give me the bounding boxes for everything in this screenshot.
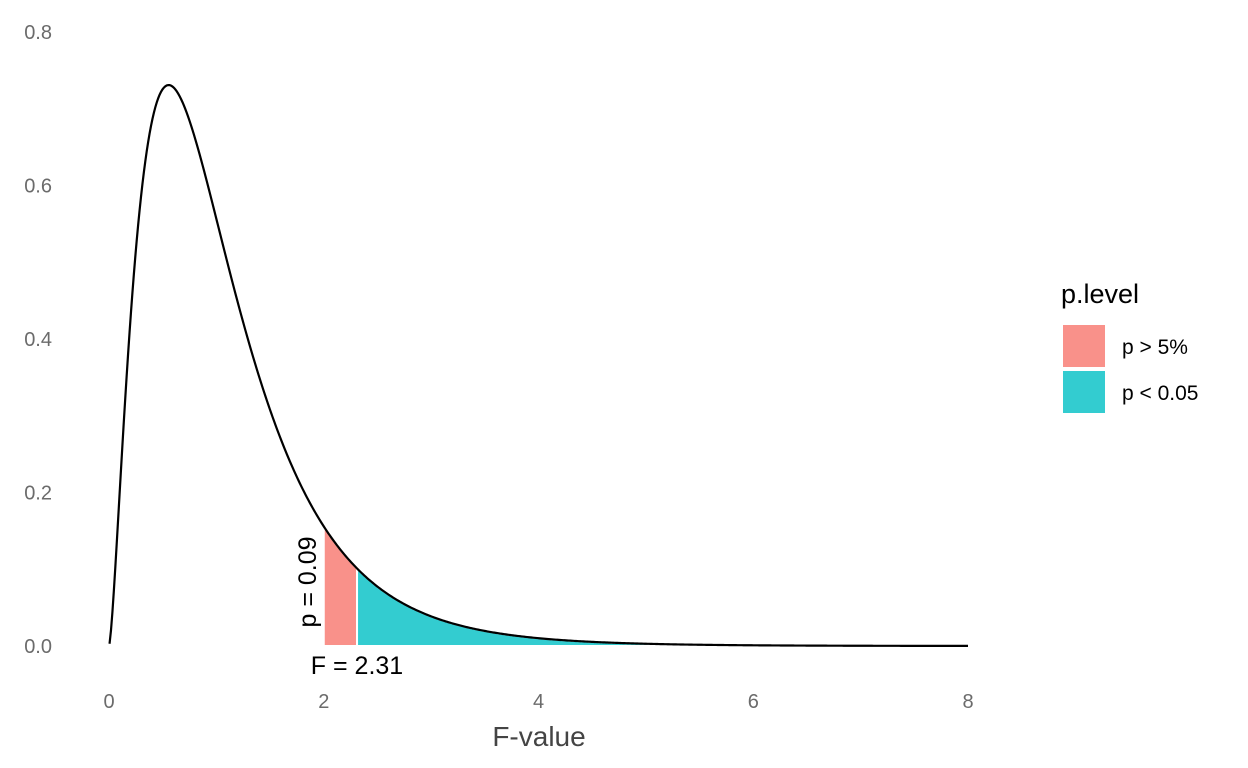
y-tick-label: 0.2 bbox=[24, 483, 52, 505]
x-axis-ticks: 0 2 4 6 8 bbox=[103, 691, 973, 713]
legend-label: p < 0.05 bbox=[1122, 382, 1198, 405]
shaded-areas bbox=[322, 523, 969, 647]
annotations: F = 2.31 p = 0.09 bbox=[294, 536, 403, 680]
y-tick-label: 0.6 bbox=[24, 176, 52, 198]
density-curve bbox=[108, 83, 968, 648]
f-value-annotation: F = 2.31 bbox=[311, 652, 403, 680]
area-p-above-5pct bbox=[322, 523, 359, 647]
p-value-annotation: p = 0.09 bbox=[294, 536, 322, 627]
density-curve-group bbox=[108, 83, 968, 648]
x-tick-label: 6 bbox=[748, 691, 759, 713]
x-tick-label: 4 bbox=[533, 691, 544, 713]
legend-swatch bbox=[1063, 325, 1105, 367]
y-axis-ticks: 0.0 0.2 0.4 0.6 0.8 bbox=[24, 22, 52, 658]
area-p-below-0-05 bbox=[356, 566, 969, 647]
x-tick-label: 0 bbox=[103, 691, 114, 713]
legend-swatch bbox=[1063, 371, 1105, 413]
x-tick-label: 2 bbox=[318, 691, 329, 713]
y-tick-label: 0.0 bbox=[24, 636, 52, 658]
legend-label: p > 5% bbox=[1122, 336, 1188, 359]
y-tick-label: 0.8 bbox=[24, 22, 52, 44]
legend: p.level p > 5% p < 0.05 bbox=[1061, 279, 1198, 413]
y-tick-label: 0.4 bbox=[24, 329, 52, 351]
x-axis-title: F-value bbox=[492, 721, 585, 752]
legend-title: p.level bbox=[1061, 279, 1139, 309]
x-tick-label: 8 bbox=[962, 691, 973, 713]
